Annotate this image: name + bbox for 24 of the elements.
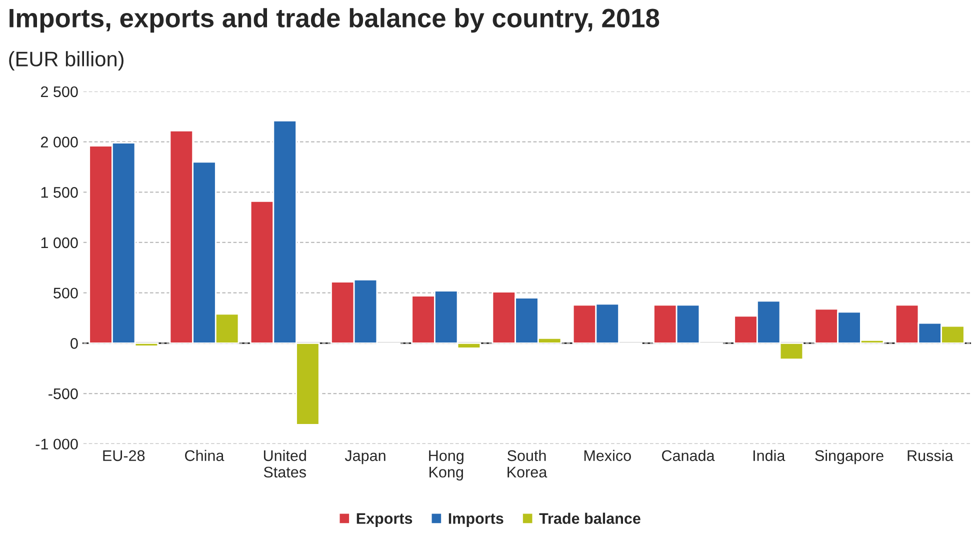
x-tick-label: India [753,450,786,462]
x-tick-label: United States [264,450,306,478]
legend-label: Imports [448,513,504,527]
y-tick-label: 1 000 [41,237,78,248]
y-tick-label: -1 000 [36,438,78,450]
y-tick-label: 2 000 [40,136,78,148]
x-tick-label: Japan [344,450,386,464]
y-tick-label: 0 [70,338,78,349]
x-tick-label: Canada [662,450,715,462]
x-tick-label: South Korea [507,450,548,478]
chart-subtitle: (EUR billion) [9,51,124,71]
x-tick-label: China [185,450,224,462]
y-tick-label: 1 500 [41,187,78,198]
y-tick-label: 500 [54,288,78,299]
x-tick-label: Singapore [815,450,884,464]
chart-title: Imports, exports and trade balance by country, 2018 [10,8,660,33]
legend-label: Trade balance [539,512,640,524]
legend-label: Exports [356,513,412,527]
x-tick-label: Russia [908,450,954,462]
y-tick-label: 2 500 [40,86,78,98]
x-tick-label: EU-28 [103,450,145,462]
x-tick-label: Mexico [584,450,631,462]
x-tick-label: Hong Kong [429,450,464,481]
y-tick-label: -500 [48,388,78,400]
